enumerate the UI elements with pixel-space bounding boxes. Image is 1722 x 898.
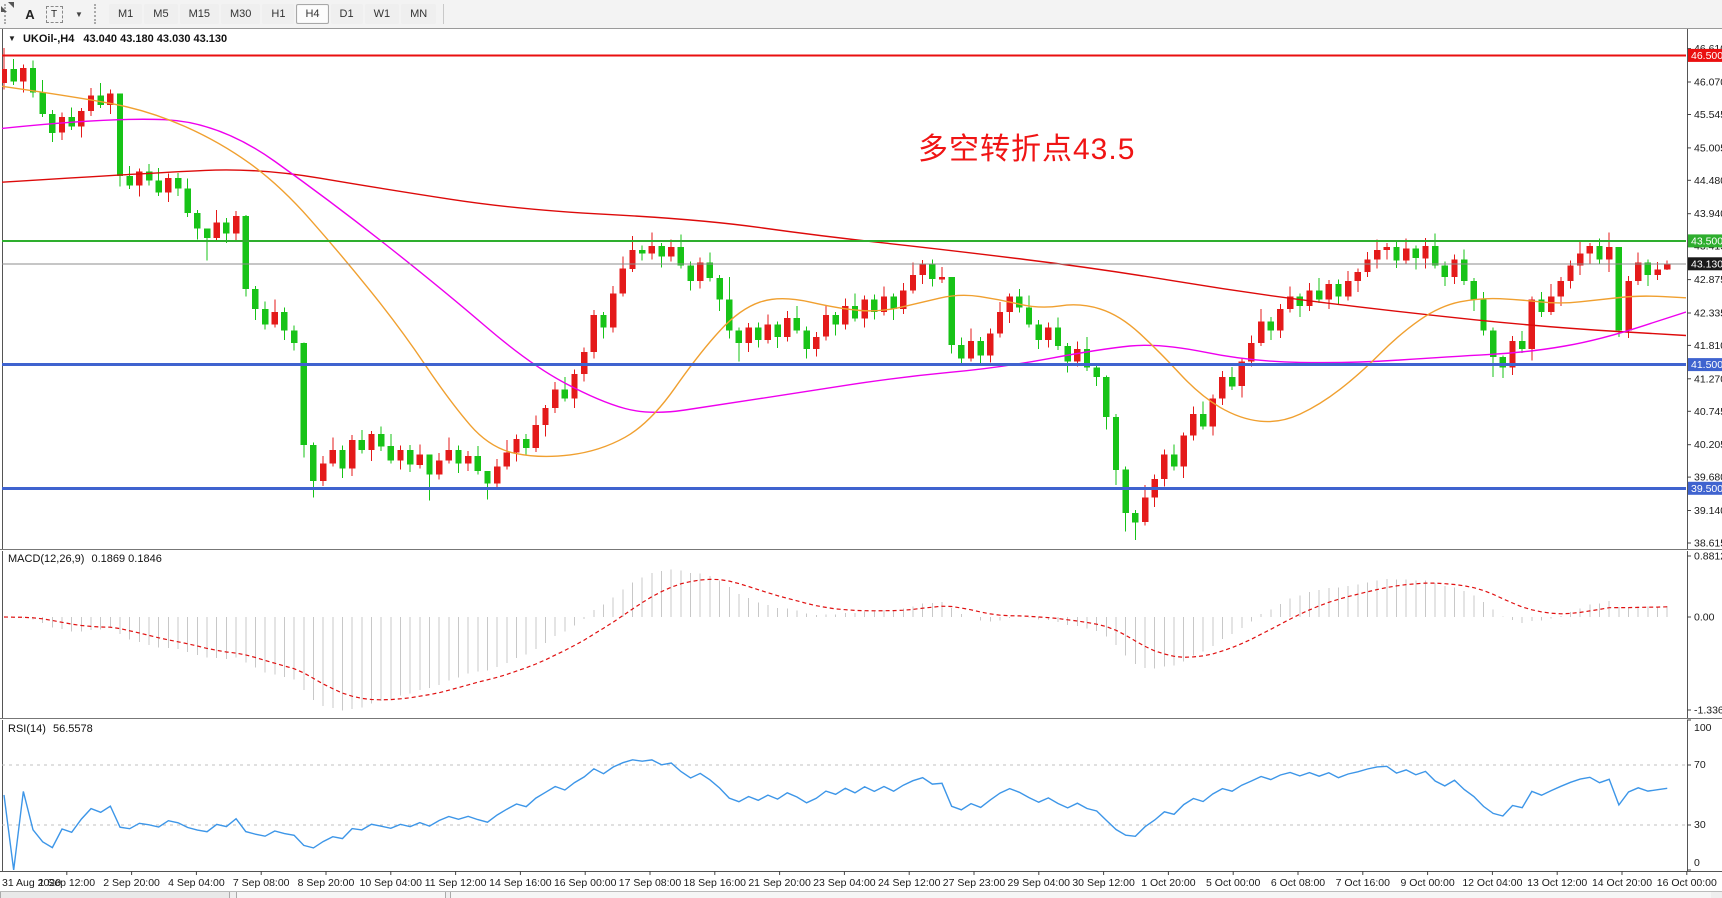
text-label-tool-button[interactable]: A [20,4,40,24]
svg-text:39.680: 39.680 [1694,472,1722,484]
timeframe-m30-button[interactable]: M30 [220,4,261,24]
svg-text:7 Oct 16:00: 7 Oct 16:00 [1336,877,1390,889]
svg-text:11 Sep 12:00: 11 Sep 12:00 [425,877,487,889]
svg-text:16 Oct 00:00: 16 Oct 00:00 [1657,877,1717,889]
timeframe-w1-button[interactable]: W1 [364,4,400,24]
macd-name: MACD(12,26,9) [8,553,85,565]
svg-text:5 Oct 00:00: 5 Oct 00:00 [1206,877,1260,889]
svg-text:4 Sep 04:00: 4 Sep 04:00 [168,877,225,889]
bottom-tab[interactable] [236,892,446,898]
svg-text:10 Sep 04:00: 10 Sep 04:00 [360,877,423,889]
timeframe-mn-button[interactable]: MN [401,4,437,24]
toolbar-grip-2[interactable] [94,4,103,24]
svg-text:24 Sep 12:00: 24 Sep 12:00 [878,877,941,889]
svg-text:14 Sep 16:00: 14 Sep 16:00 [489,877,552,889]
svg-text:31 Aug 2020: 31 Aug 2020 [2,877,61,889]
svg-text:70: 70 [1694,759,1706,771]
svg-text:41.270: 41.270 [1694,373,1722,385]
macd-values: 0.1869 0.1846 [91,553,162,565]
text-tool-button[interactable]: T [44,4,64,24]
svg-text:45.545: 45.545 [1694,109,1722,121]
timeframe-h1-button[interactable]: H1 [262,4,295,24]
svg-text:41.810: 41.810 [1694,340,1722,352]
svg-text:100: 100 [1694,722,1712,734]
svg-text:45.005: 45.005 [1694,142,1722,154]
bottom-tab[interactable] [0,892,230,898]
svg-text:30 Sep 12:00: 30 Sep 12:00 [1072,877,1135,889]
svg-text:42.875: 42.875 [1694,274,1722,286]
svg-text:29 Sep 04:00: 29 Sep 04:00 [1008,877,1071,889]
svg-text:0.8812: 0.8812 [1694,551,1722,563]
macd-indicator-label: MACD(12,26,9) 0.1869 0.1846 [8,553,162,565]
timeframe-m15-button[interactable]: M15 [179,4,219,24]
bottom-tab-bar [0,891,1722,898]
symbol-period-label: UKOil-,H4 [22,33,75,45]
svg-text:40.205: 40.205 [1694,439,1722,451]
svg-text:12 Oct 04:00: 12 Oct 04:00 [1462,877,1522,889]
rsi-name: RSI(14) [8,723,46,735]
svg-text:7 Sep 08:00: 7 Sep 08:00 [233,877,290,889]
toolbar-separator [443,4,445,24]
svg-text:44.480: 44.480 [1694,175,1722,187]
timeframe-m1-button[interactable]: M1 [109,4,143,24]
svg-text:27 Sep 23:00: 27 Sep 23:00 [943,877,1006,889]
svg-text:43.500: 43.500 [1691,235,1722,247]
toolbar: A T ▼ M1 M5 M15 M30 H1 H4 D1 W1 MN [0,0,1722,29]
text-box-icon: T [45,5,63,23]
timeframe-h4-button[interactable]: H4 [296,4,329,24]
svg-text:0: 0 [1694,857,1700,869]
rsi-indicator-label: RSI(14) 56.5578 [8,723,93,735]
svg-text:6 Oct 08:00: 6 Oct 08:00 [1271,877,1325,889]
svg-text:30: 30 [1694,819,1706,831]
svg-text:1 Sep 12:00: 1 Sep 12:00 [38,877,95,889]
svg-text:43.940: 43.940 [1694,208,1722,220]
svg-text:46.500: 46.500 [1691,50,1722,62]
collapse-arrow-icon[interactable]: ▼ [8,34,16,43]
arrows-tool-button[interactable]: ▼ [1,2,88,24]
svg-text:39.140: 39.140 [1694,505,1722,517]
svg-text:13 Oct 12:00: 13 Oct 12:00 [1527,877,1587,889]
svg-text:21 Sep 20:00: 21 Sep 20:00 [748,877,811,889]
svg-text:1 Oct 20:00: 1 Oct 20:00 [1141,877,1195,889]
ohlc-values: 43.040 43.180 43.030 43.130 [83,33,228,45]
svg-text:17 Sep 08:00: 17 Sep 08:00 [619,877,682,889]
svg-text:41.500: 41.500 [1691,359,1722,371]
annotation-text[interactable]: 多空转折点43.5 [918,133,1136,166]
chevron-down-icon: ▼ [75,9,83,19]
svg-text:16 Sep 00:00: 16 Sep 00:00 [554,877,617,889]
svg-text:18 Sep 16:00: 18 Sep 16:00 [684,877,747,889]
rsi-value: 56.5578 [52,723,93,735]
svg-text:43.130: 43.130 [1691,258,1722,270]
chart-title: ▼ UKOil-,H4 43.040 43.180 43.030 43.130 [8,33,227,45]
svg-text:23 Sep 04:00: 23 Sep 04:00 [813,877,876,889]
svg-text:46.070: 46.070 [1694,77,1722,89]
toolbar-grip[interactable] [4,4,13,24]
svg-text:2 Sep 20:00: 2 Sep 20:00 [103,877,160,889]
svg-text:42.335: 42.335 [1694,308,1722,320]
timeframe-m5-button[interactable]: M5 [144,4,178,24]
svg-text:8 Sep 20:00: 8 Sep 20:00 [298,877,355,889]
svg-text:-1.3368: -1.3368 [1694,705,1722,717]
svg-text:39.500: 39.500 [1691,483,1722,495]
bottom-tab[interactable] [450,892,1711,898]
svg-text:0.00: 0.00 [1694,612,1715,624]
letter-a-icon: A [25,6,35,22]
svg-text:40.745: 40.745 [1694,406,1722,418]
timeframe-d1-button[interactable]: D1 [330,4,363,24]
svg-text:14 Oct 20:00: 14 Oct 20:00 [1592,877,1652,889]
svg-text:9 Oct 00:00: 9 Oct 00:00 [1400,877,1454,889]
svg-text:38.615: 38.615 [1694,538,1722,550]
